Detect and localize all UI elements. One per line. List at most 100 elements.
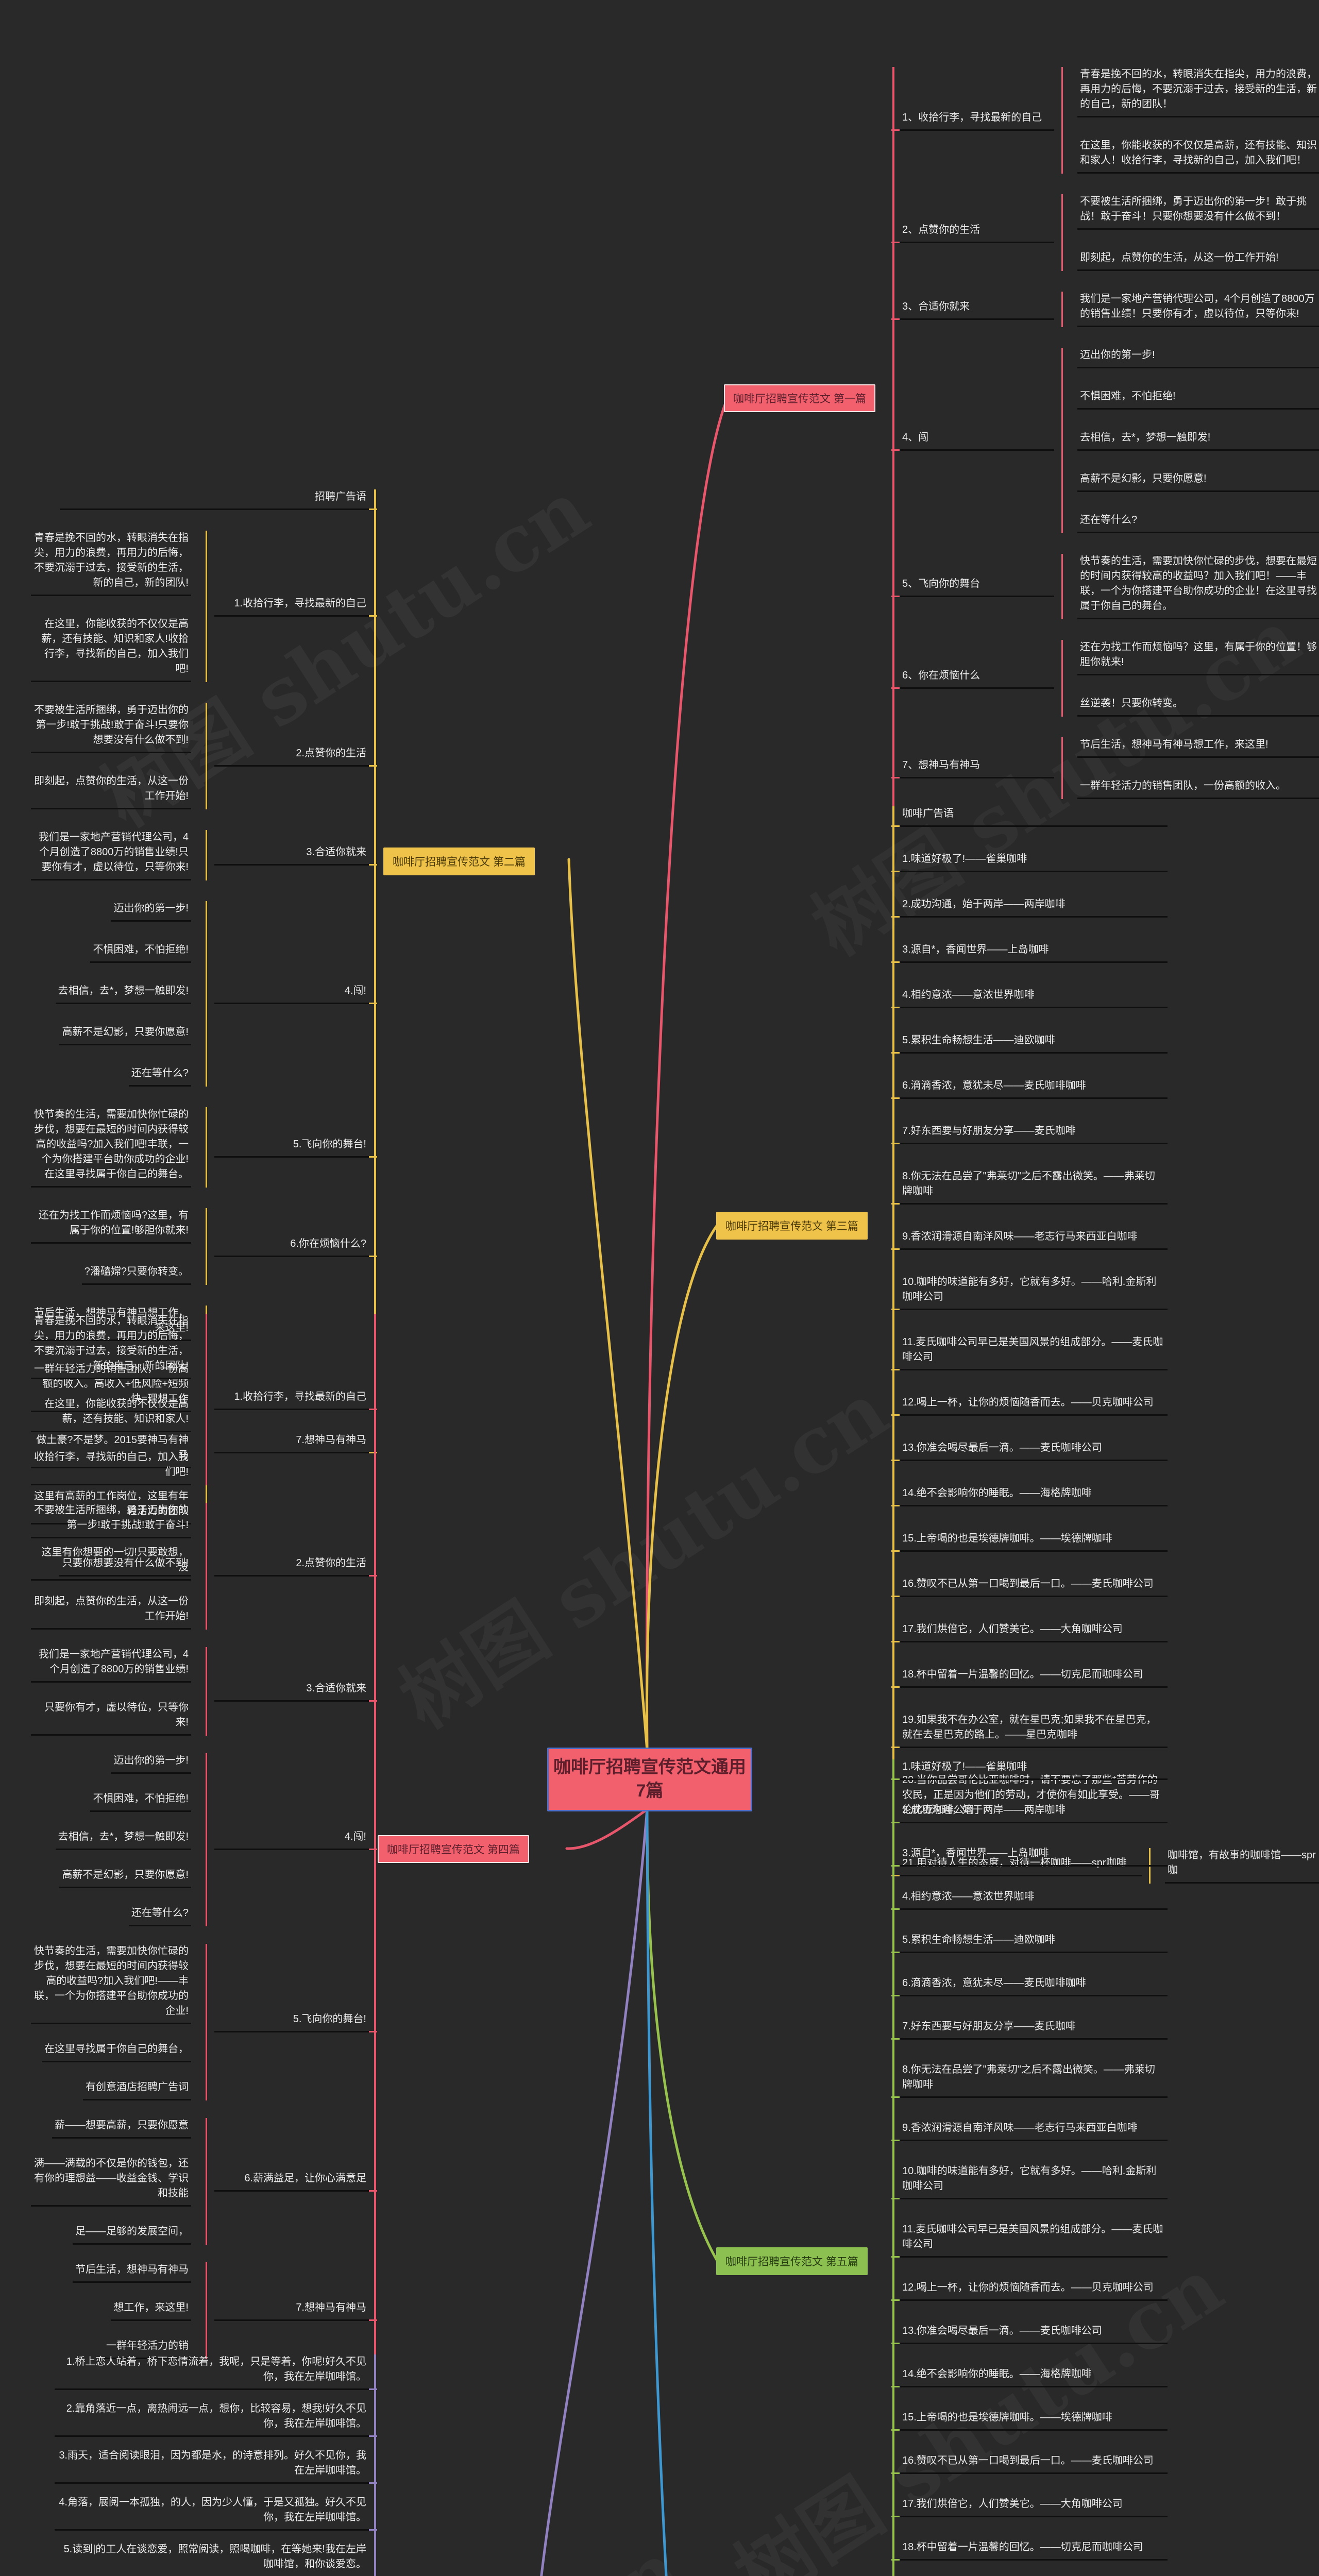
topic-node[interactable]: 7.好东西要与好朋友分享——麦氏咖啡 xyxy=(891,2019,1168,2040)
topic-node[interactable]: 3.合适你就来 xyxy=(214,1681,377,1702)
topic-node[interactable]: 1、收拾行李，寻找最新的自己 xyxy=(891,110,1054,131)
leaf-node[interactable]: 高薪不是幻影，只要你愿意! xyxy=(1077,471,1319,492)
topic-node[interactable]: 6、你在烦恼什么 xyxy=(891,668,1054,689)
leaf-node[interactable]: 青春是挽不回的水，转眼消失在指尖，用力的浪费，再用力的后悔，不要沉溺于过去，接受… xyxy=(31,1314,191,1379)
topic-node[interactable]: 5.累积生命畅想生活——迪欧咖啡 xyxy=(891,1033,1168,1054)
topic-node[interactable]: 7.想神马有神马 xyxy=(214,2300,377,2321)
topic-node[interactable]: 14.绝不会影响你的睡眠。——海格牌咖啡 xyxy=(891,2367,1168,2387)
leaf-node[interactable]: 在这里，你能收获的不仅仅是高薪，还有技能、知识和家人! xyxy=(31,1397,191,1432)
topic-node[interactable]: 15.上帝喝的也是埃德牌咖啡。——埃德牌咖啡 xyxy=(891,1531,1168,1552)
leaf-node[interactable]: 快节奏的生活，需要加快你忙碌的步伐，想要在最短的时间内获得较高的收益吗?加入我们… xyxy=(31,1944,191,2024)
topic-node[interactable]: 9.香浓润滑源自南洋风味——老志行马来西亚白咖啡 xyxy=(891,2121,1168,2141)
leaf-node[interactable]: 一群年轻活力的销售团队，一份高额的收入。高收入+低风险+短频快=理想工作 xyxy=(31,1362,191,1412)
topic-node[interactable]: 2.成功沟通，始于两岸——两岸咖啡 xyxy=(891,1803,1168,1823)
topic-node[interactable]: 16.赞叹不已从第一口喝到最后一口。——麦氏咖啡公司 xyxy=(891,2453,1168,2474)
leaf-node[interactable]: 还在等什么? xyxy=(128,1066,191,1087)
topic-node[interactable]: 15.上帝喝的也是埃德牌咖啡。——埃德牌咖啡 xyxy=(891,2410,1168,2431)
topic-node[interactable]: 4.相约意浓——意浓世界咖啡 xyxy=(891,1889,1168,1910)
leaf-node[interactable]: 即刻起，点赞你的生活，从这一份工作开始! xyxy=(31,774,191,809)
leaf-node[interactable]: 迈出你的第一步! xyxy=(111,901,191,922)
leaf-node[interactable]: 快节奏的生活，需要加快你忙碌的步伐，想要在最短的时间内获得较高的收益吗？加入我们… xyxy=(1077,554,1319,619)
topic-node[interactable]: 3.源自*，香闻世界——上岛咖啡 xyxy=(891,942,1168,963)
leaf-node[interactable]: 还在为找工作而烦恼吗?这里，有属于你的位置!够胆你就来! xyxy=(31,1208,191,1244)
leaf-node[interactable]: 薪——想要高薪，只要你愿意 xyxy=(52,2118,191,2139)
topic-node[interactable]: 16.赞叹不已从第一口喝到最后一口。——麦氏咖啡公司 xyxy=(891,1577,1168,1597)
leaf-node[interactable]: 还在等什么? xyxy=(1077,513,1319,533)
topic-node[interactable]: 4、闯 xyxy=(891,430,1054,451)
topic-node[interactable]: 3.雨天，适合阅读眼泪，因为都是水，的诗意排列。好久不见你，我在左岸咖啡馆。 xyxy=(55,2448,377,2484)
topic-node[interactable]: 9.香浓润滑源自南洋风味——老志行马来西亚白咖啡 xyxy=(891,1229,1168,1250)
leaf-node[interactable]: 想工作，来这里! xyxy=(111,2300,191,2321)
leaf-node[interactable]: 只要你有才，虚以待位，只等你来! xyxy=(31,1700,191,1736)
leaf-node[interactable]: 只要你想要没有什么做不到! xyxy=(59,1556,191,1577)
leaf-node[interactable]: 不要被生活所捆绑，勇于迈出你的第一步!敢于挑战!敢于奋斗! xyxy=(31,1503,191,1538)
topic-node[interactable]: 14.绝不会影响你的睡眠。——海格牌咖啡 xyxy=(891,1486,1168,1506)
leaf-node[interactable]: 不要被生活所捆绑，勇于迈出你的第一步!敢于挑战!敢于奋斗!只要你想要没有什么做不… xyxy=(31,703,191,753)
branch-label-3[interactable]: 咖啡厅招聘宣传范文 第三篇 xyxy=(716,1212,868,1240)
leaf-node[interactable]: 去相信，去*，梦想一触即发! xyxy=(55,1829,191,1850)
leaf-node[interactable]: 迈出你的第一步! xyxy=(1077,348,1319,368)
topic-node[interactable]: 3.合适你就来 xyxy=(214,845,377,866)
topic-node[interactable]: 2.点赞你的生活 xyxy=(214,746,377,767)
topic-node[interactable]: 7.想神马有神马 xyxy=(214,1433,377,1453)
topic-node[interactable]: 6.薪满益足，让你心满意足 xyxy=(214,2171,377,2192)
branch-label-5[interactable]: 咖啡厅招聘宣传范文 第五篇 xyxy=(716,2247,868,2275)
topic-node[interactable]: 12.喝上一杯，让你的烦恼随香而去。——贝克咖啡公司 xyxy=(891,2280,1168,2301)
topic-node[interactable]: 18.杯中留着一片温馨的回忆。——切克尼而咖啡公司 xyxy=(891,1667,1168,1688)
topic-node[interactable]: 4.角落，展阅一本孤独，的人，因为少人懂，于是又孤独。好久不见你，我在左岸咖啡馆… xyxy=(55,2495,377,2531)
leaf-node[interactable]: 快节奏的生活，需要加快你忙碌的步伐，想要在最短的时间内获得较高的收益吗?加入我们… xyxy=(31,1107,191,1188)
topic-node[interactable]: 5.累积生命畅想生活——迪欧咖啡 xyxy=(891,1933,1168,1953)
topic-node[interactable]: 12.喝上一杯，让你的烦恼随香而去。——贝克咖啡公司 xyxy=(891,1395,1168,1416)
leaf-node[interactable]: ?潘磕嫦?只要你转变。 xyxy=(81,1264,191,1285)
topic-node[interactable]: 4.闯! xyxy=(214,1829,377,1850)
topic-node[interactable]: 2.点赞你的生活 xyxy=(214,1556,377,1577)
topic-node[interactable]: 5.读到|的工人在谈恋爱，照常阅读，照喝咖啡，在等她来!我在左岸咖啡馆，和你谈爱… xyxy=(55,2542,369,2576)
leaf-node[interactable]: 收拾行李，寻找新的自己，加入我们吧! xyxy=(31,1450,191,1485)
leaf-node[interactable]: 去相信，去*，梦想一触即发! xyxy=(1077,430,1319,451)
topic-node[interactable]: 7.好东西要与好朋友分享——麦氏咖啡 xyxy=(891,1124,1168,1144)
leaf-node[interactable]: 不惧困难，不怕拒绝! xyxy=(1077,389,1319,410)
leaf-node[interactable]: 迈出你的第一步! xyxy=(111,1753,191,1774)
topic-node[interactable]: 6.滴滴香浓，意犹未尽——麦氏咖啡咖啡 xyxy=(891,1976,1168,1996)
leaf-node[interactable]: 这里有高薪的工作岗位，这里有年轻活力的团队 xyxy=(31,1489,191,1524)
leaf-node[interactable]: 足——足够的发展空间， xyxy=(73,2224,191,2245)
leaf-node[interactable]: 做土豪?不是梦。2015要神马有神马 xyxy=(31,1433,191,1468)
leaf-node[interactable]: 节后生活，想神马有神马想工作，来这里! xyxy=(1077,737,1319,758)
topic-node[interactable]: 2、点赞你的生活 xyxy=(891,223,1054,243)
topic-node[interactable]: 3、合适你就来 xyxy=(891,299,1054,320)
leaf-node[interactable]: 还在等什么? xyxy=(128,1906,191,1926)
leaf-node[interactable]: 不惧困难，不怕拒绝! xyxy=(90,942,191,963)
topic-node[interactable]: 5.飞向你的舞台! xyxy=(214,1137,377,1158)
topic-node[interactable]: 招聘广告语 xyxy=(60,489,377,510)
branch-label-2[interactable]: 咖啡厅招聘宣传范文 第二篇 xyxy=(383,848,535,875)
central-topic-node[interactable]: 咖啡厅招聘宣传范文通用7篇 xyxy=(547,1748,752,1811)
topic-node[interactable]: 17.我们烘倍它，人们赞美它。——大角咖啡公司 xyxy=(891,1622,1168,1642)
topic-node[interactable]: 2.靠角落近一点，离热闹远一点，想你，比较容易，想我!好久不见你，我在左岸咖啡馆… xyxy=(55,2401,377,2437)
branch-label-4[interactable]: 咖啡厅招聘宣传范文 第四篇 xyxy=(378,1835,529,1863)
topic-node[interactable]: 13.你准会喝尽最后一滴。——麦氏咖啡公司 xyxy=(891,1440,1168,1461)
topic-node[interactable]: 4.相约意浓——意浓世界咖啡 xyxy=(891,988,1168,1008)
topic-node[interactable]: 10.咖啡的味道能有多好，它就有多好。——哈利.金斯利咖啡公司 xyxy=(891,1275,1168,1310)
topic-node[interactable]: 3.源自*，香闻世界——上岛咖啡 xyxy=(891,1846,1168,1867)
leaf-node[interactable]: 高薪不是幻影，只要你愿意! xyxy=(59,1025,191,1045)
topic-node[interactable]: 5、飞向你的舞台 xyxy=(891,577,1054,597)
leaf-node[interactable]: 咖啡馆，有故事的咖啡馆——spr咖 xyxy=(1165,1848,1319,1884)
leaf-node[interactable]: 即刻起，点赞你的生活，从这一份工作开始! xyxy=(1077,250,1319,271)
topic-node[interactable]: 10.咖啡的味道能有多好，它就有多好。——哈利.金斯利咖啡公司 xyxy=(891,2164,1168,2199)
leaf-node[interactable]: 青春是挽不回的水，转眼消失在指尖，用力的浪费，再用力的后悔，不要沉溺于过去，接受… xyxy=(1077,67,1319,117)
topic-node[interactable]: 11.麦氏咖啡公司早已是美国风景的组成部分。——麦氏咖啡公司 xyxy=(891,2222,1168,2258)
topic-node[interactable]: 13.你准会喝尽最后一滴。——麦氏咖啡公司 xyxy=(891,2324,1168,2344)
topic-node[interactable]: 1.桥上恋人站着，桥下恋情流着，我呢，只是等着，你呢!好久不见你，我在左岸咖啡馆… xyxy=(55,2354,377,2390)
leaf-node[interactable]: 在这里寻找属于你自己的舞台， xyxy=(42,2042,191,2062)
topic-node[interactable]: 5.飞向你的舞台! xyxy=(214,2012,377,2032)
leaf-node[interactable]: 在这里，你能收获的不仅仅是高薪，还有技能、知识和家人!收拾行李，寻找新的自己，加… xyxy=(31,617,191,682)
leaf-node[interactable]: 不惧困难，不怕拒绝! xyxy=(90,1791,191,1812)
leaf-node[interactable]: 我们是一家地产营销代理公司，4个月创造了8800万的销售业绩！只要你有才，虚以待… xyxy=(1077,292,1319,327)
topic-node[interactable]: 1.味道好极了!——雀巢咖啡 xyxy=(891,1759,1168,1780)
leaf-node[interactable]: 节后生活，想神马有神马 xyxy=(73,2262,191,2283)
leaf-node[interactable]: 还在为找工作而烦恼吗？这里，有属于你的位置！够胆你就来! xyxy=(1077,640,1319,675)
topic-node[interactable]: 18.杯中留着一片温馨的回忆。——切克尼而咖啡公司 xyxy=(891,2540,1168,2561)
topic-node[interactable]: 1.味道好极了!——雀巢咖啡 xyxy=(891,852,1168,872)
leaf-node[interactable]: 去相信，去*，梦想一触即发! xyxy=(55,984,191,1004)
topic-node[interactable]: 1.收拾行李，寻找最新的自己 xyxy=(214,596,377,617)
